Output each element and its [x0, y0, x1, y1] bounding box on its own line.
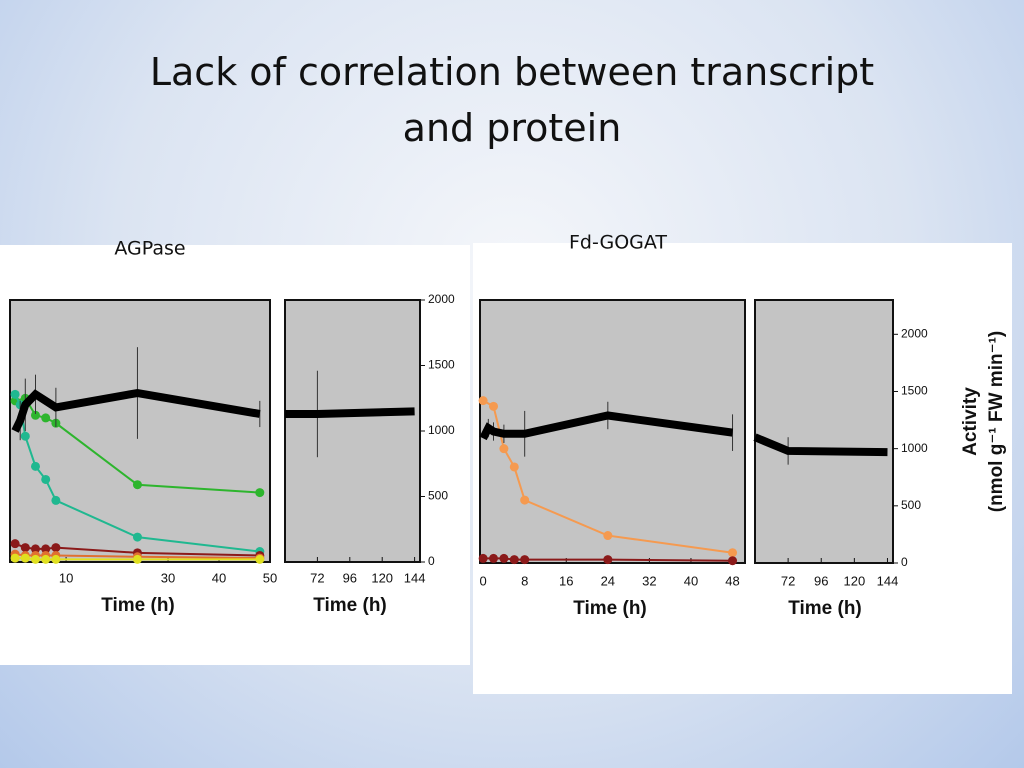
x-tick-label: 96 — [343, 570, 357, 585]
data-point — [30, 461, 40, 471]
series-line — [753, 433, 888, 457]
x-tick-label: 24 — [601, 573, 615, 588]
data-point — [603, 555, 613, 565]
y-axis-label: Activity — [960, 387, 981, 456]
data-point — [10, 539, 20, 549]
data-point — [41, 413, 51, 423]
data-point — [20, 543, 30, 553]
x-tick-label: 96 — [814, 573, 828, 588]
data-point — [499, 444, 509, 454]
x-axis-label: Time (h) — [101, 595, 175, 616]
x-tick-label: 40 — [212, 570, 226, 585]
x-tick-label: 50 — [263, 570, 277, 585]
y-tick-label: 1500 — [428, 358, 455, 372]
x-tick-label: 144 — [404, 570, 426, 585]
data-point — [499, 553, 509, 563]
data-point — [520, 555, 530, 565]
data-point — [41, 474, 51, 484]
data-point — [132, 480, 142, 490]
plot-area — [284, 299, 421, 563]
data-point — [41, 554, 51, 564]
y-tick-label: 0 — [901, 555, 908, 569]
x-tick-label: 72 — [781, 573, 795, 588]
x-tick-label: 72 — [310, 570, 324, 585]
data-point — [30, 544, 40, 554]
chart-label: Fd-GOGAT — [569, 232, 667, 254]
plot-area — [9, 299, 271, 563]
series-line — [479, 411, 734, 441]
data-point — [51, 495, 61, 505]
x-tick-label: 48 — [725, 573, 739, 588]
x-tick-label: 16 — [559, 573, 573, 588]
data-point — [255, 488, 265, 498]
x-tick-label: 40 — [684, 573, 698, 588]
data-point — [20, 431, 30, 441]
y-tick-label: 1000 — [428, 423, 455, 437]
data-point — [51, 543, 61, 553]
plot-area — [754, 299, 894, 564]
x-axis-label: Time (h) — [313, 595, 387, 616]
data-point — [20, 553, 30, 563]
x-tick-label: 30 — [161, 570, 175, 585]
data-point — [478, 396, 488, 406]
data-point — [51, 554, 61, 564]
data-point — [255, 554, 265, 564]
data-point — [520, 495, 530, 505]
x-tick-label: 0 — [480, 573, 487, 588]
x-tick-label: 10 — [59, 570, 73, 585]
data-point — [10, 389, 20, 399]
data-point — [728, 556, 738, 566]
data-point — [30, 554, 40, 564]
y-tick-label: 2000 — [428, 292, 455, 306]
data-point — [489, 553, 499, 563]
y-tick-label: 2000 — [901, 326, 928, 340]
y-tick-label: 500 — [901, 498, 921, 512]
data-point — [509, 462, 519, 472]
y-tick-label: 500 — [428, 489, 448, 503]
data-point — [603, 531, 613, 541]
data-point — [478, 553, 488, 563]
x-tick-label: 120 — [844, 573, 866, 588]
data-point — [728, 548, 738, 558]
data-point — [41, 544, 51, 554]
y-tick-label: 1000 — [901, 441, 928, 455]
x-axis-label: Time (h) — [788, 598, 862, 619]
series-line — [285, 407, 415, 418]
x-tick-label: 144 — [877, 573, 899, 588]
x-tick-label: 120 — [371, 570, 393, 585]
x-axis-label: Time (h) — [573, 598, 647, 619]
y-tick-label: 0 — [428, 554, 435, 568]
data-point — [10, 553, 20, 563]
data-point — [30, 410, 40, 420]
series-line — [11, 388, 261, 433]
y-tick-label: 1500 — [901, 384, 928, 398]
data-point — [509, 555, 519, 565]
data-point — [132, 554, 142, 564]
data-point — [489, 401, 499, 411]
data-point — [132, 532, 142, 542]
x-tick-label: 8 — [521, 573, 528, 588]
x-tick-label: 32 — [642, 573, 656, 588]
slide-title: Lack of correlation between transcript a… — [149, 50, 875, 150]
chart-label: AGPase — [114, 238, 185, 260]
y-axis-unit: (nmol g⁻¹ FW min⁻¹) — [986, 331, 1007, 513]
